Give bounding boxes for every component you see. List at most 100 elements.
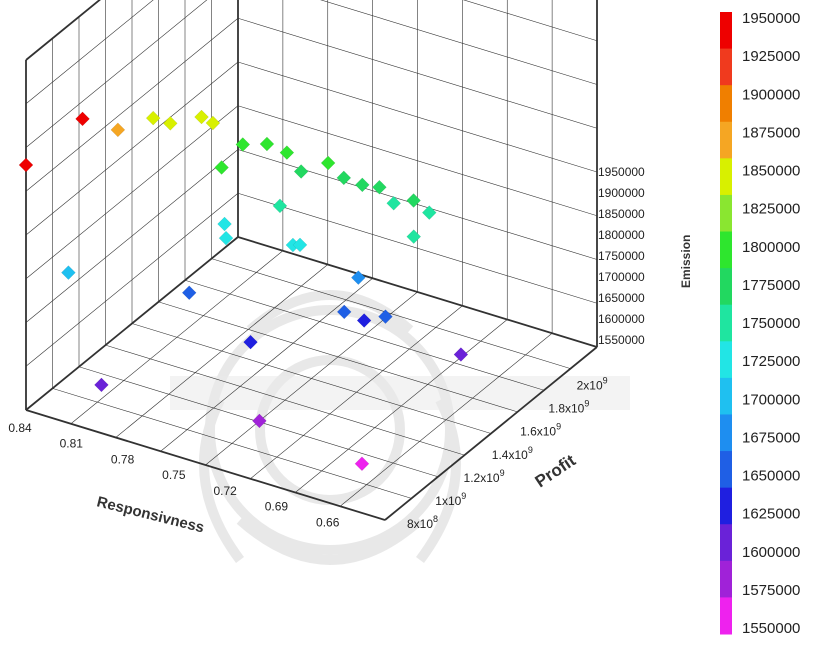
colorbar-segment [720,597,732,635]
z-tick-label: 1800000 [598,228,645,242]
plot-box [25,0,598,521]
x-axis-ticks: 0.84 0.81 0.78 0.75 0.72 0.69 0.66 [8,421,339,529]
left-wall-grid-line [25,0,101,61]
data-point [354,456,370,472]
z-tick-label: 1700000 [598,270,645,284]
z-tick-label: 1650000 [598,291,645,305]
floor-grid-line [250,305,463,479]
colorbar-segment [720,121,732,159]
data-point [292,237,308,253]
data-point [336,304,352,320]
colorbar-segment [720,304,732,342]
x-tick-label: 0.66 [316,515,340,529]
data-point [235,137,251,152]
y-tick-exponent: 8 [433,514,438,524]
floor-grid-line [158,301,518,413]
colorbar-tick-label: 1925000 [742,48,800,65]
colorbar-tick-label: 1625000 [742,506,800,523]
left-wall-grid-line [25,0,154,104]
data-point [350,270,366,285]
y-tick-label: 1.4x109 [492,445,533,462]
y-tick-exponent: 9 [556,422,561,432]
y-tick-label: 1.8x109 [548,399,589,416]
z-tick-label: 1750000 [598,249,645,263]
y-tick-exponent: 9 [584,399,589,409]
colorbar-segment [720,85,732,123]
y-tick-label: 1.2x109 [464,468,505,485]
z-tick-label: 1850000 [598,207,645,221]
floor-grid-line [131,323,492,434]
floor-grid-line [184,279,545,391]
grid-lines [25,0,598,521]
x-axis-title: Responsivness [95,493,206,536]
colorbar-tick-label: 1675000 [742,429,800,446]
y-tick-label: 2x109 [577,376,608,393]
data-point [372,179,387,195]
colorbar-tick-label: 1775000 [742,277,800,294]
data-point [453,347,469,362]
colorbar-segment [720,524,732,562]
colorbar-tick-label: 1725000 [742,353,800,370]
data-point [181,285,197,301]
data-point [406,193,421,208]
colorbar-segment [720,194,732,233]
z-tick-label: 1600000 [598,312,645,326]
colorbar-tick-label: 1900000 [742,86,800,103]
colorbar-tick-label: 1875000 [742,124,800,141]
left-wall-grid-line [25,18,239,192]
back-wall-grid-line [320,0,598,85]
back-wall-grid-line [462,0,598,42]
data-point [243,334,258,350]
colorbar-tick-label: 1700000 [742,391,800,408]
colorbar-segment [720,48,732,86]
z-axis-title: Emission [679,235,693,288]
colorbar-segment [720,231,732,269]
data-point [406,229,422,245]
colorbar-segment [720,12,732,50]
data-point [214,160,229,175]
colorbar-segment [720,158,732,196]
left-wall-grid-line [25,61,239,236]
data-point [94,377,109,393]
floor-grid-line [339,333,553,507]
colorbar-tick-label: 1550000 [742,620,800,637]
floor-grid-line [384,346,598,521]
colorbar-segment [720,377,732,415]
colorbar-tick-label: 1800000 [742,239,800,256]
data-point [354,177,370,193]
colorbar-segment [720,268,732,306]
colorbar-segment [720,414,732,452]
y-tick-label: 1x109 [435,491,466,508]
z-axis-ticks: 1950000 1900000 1850000 1800000 1750000 17000… [598,165,645,347]
colorbar-segment [720,451,732,489]
y-tick-label: 8x108 [407,514,438,531]
x-tick-label: 0.72 [213,484,237,498]
colorbar-tick-label: 1600000 [742,544,800,561]
colorbar-tick-label: 1850000 [742,163,800,180]
z-tick-label: 1550000 [598,333,645,347]
data-point [259,136,275,152]
data-point [293,164,309,179]
colorbar-tick-label: 1825000 [742,201,800,218]
data-point [218,230,234,246]
y-tick-exponent: 9 [500,468,505,478]
data-point [18,157,34,173]
data-point [162,115,178,131]
colorbar-tick-label: 1750000 [742,315,800,332]
x-tick-label: 0.84 [8,421,32,435]
left-wall-grid-line [25,0,208,148]
colorbar-tick-label: 1650000 [742,468,800,485]
data-point [386,195,402,211]
x-tick-label: 0.81 [60,437,84,451]
data-point [252,413,267,429]
data-point [279,145,295,160]
x-tick-label: 0.69 [265,500,289,514]
y-tick-exponent: 9 [528,445,533,455]
z-tick-label: 1900000 [598,186,645,200]
x-tick-label: 0.78 [111,452,135,466]
x-tick-label: 0.75 [162,468,186,482]
data-point [217,216,232,232]
data-point [205,115,221,131]
colorbar-labels: 1950000 1925000 1900000 1875000 1850000 18250… [742,10,800,637]
